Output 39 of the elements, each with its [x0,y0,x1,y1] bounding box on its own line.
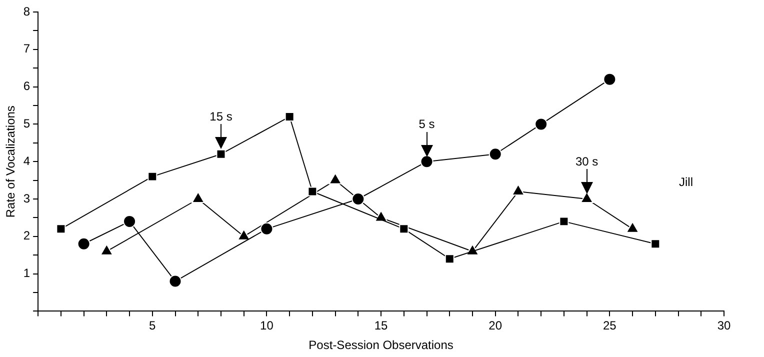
point [534,118,548,131]
point [352,192,365,206]
y-tick-label: 7 [23,42,30,56]
y-tick-label: 8 [23,4,30,18]
annotation: 30 s [575,154,598,168]
y-tick-label: 4 [23,154,30,168]
point [168,274,182,288]
point [420,155,434,168]
x-tick-label: 15 [374,318,388,333]
point [56,224,66,234]
annotation: 5 s [418,116,435,131]
point [650,239,660,249]
y-axis-title: Rate of Vocalizations [4,106,18,218]
point [488,148,502,161]
point [559,216,569,226]
y-tick-label: 2 [23,228,30,243]
x-tick-label: 5 [149,318,156,333]
y-tick-label: 3 [23,191,30,206]
point [123,214,136,228]
y-tick-label: 6 [23,79,30,94]
x-tick-label: 25 [603,318,617,333]
point [512,184,525,196]
point [284,112,294,122]
x-tick-label: 10 [260,318,274,333]
point [308,186,318,196]
x-axis-title: Post-Session Observations [308,338,454,352]
point [216,149,226,159]
point [148,172,158,182]
point [444,254,454,264]
point [399,224,409,234]
y-tick-label: 1 [23,266,30,280]
annotation: 15 s [210,109,232,124]
y-tick-label: 5 [23,116,30,131]
annotation: Jill [679,174,693,189]
x-tick-label: 30 [717,318,731,333]
point [603,72,616,86]
point [260,222,274,236]
x-tick-label: 20 [488,318,502,333]
point [77,237,90,250]
